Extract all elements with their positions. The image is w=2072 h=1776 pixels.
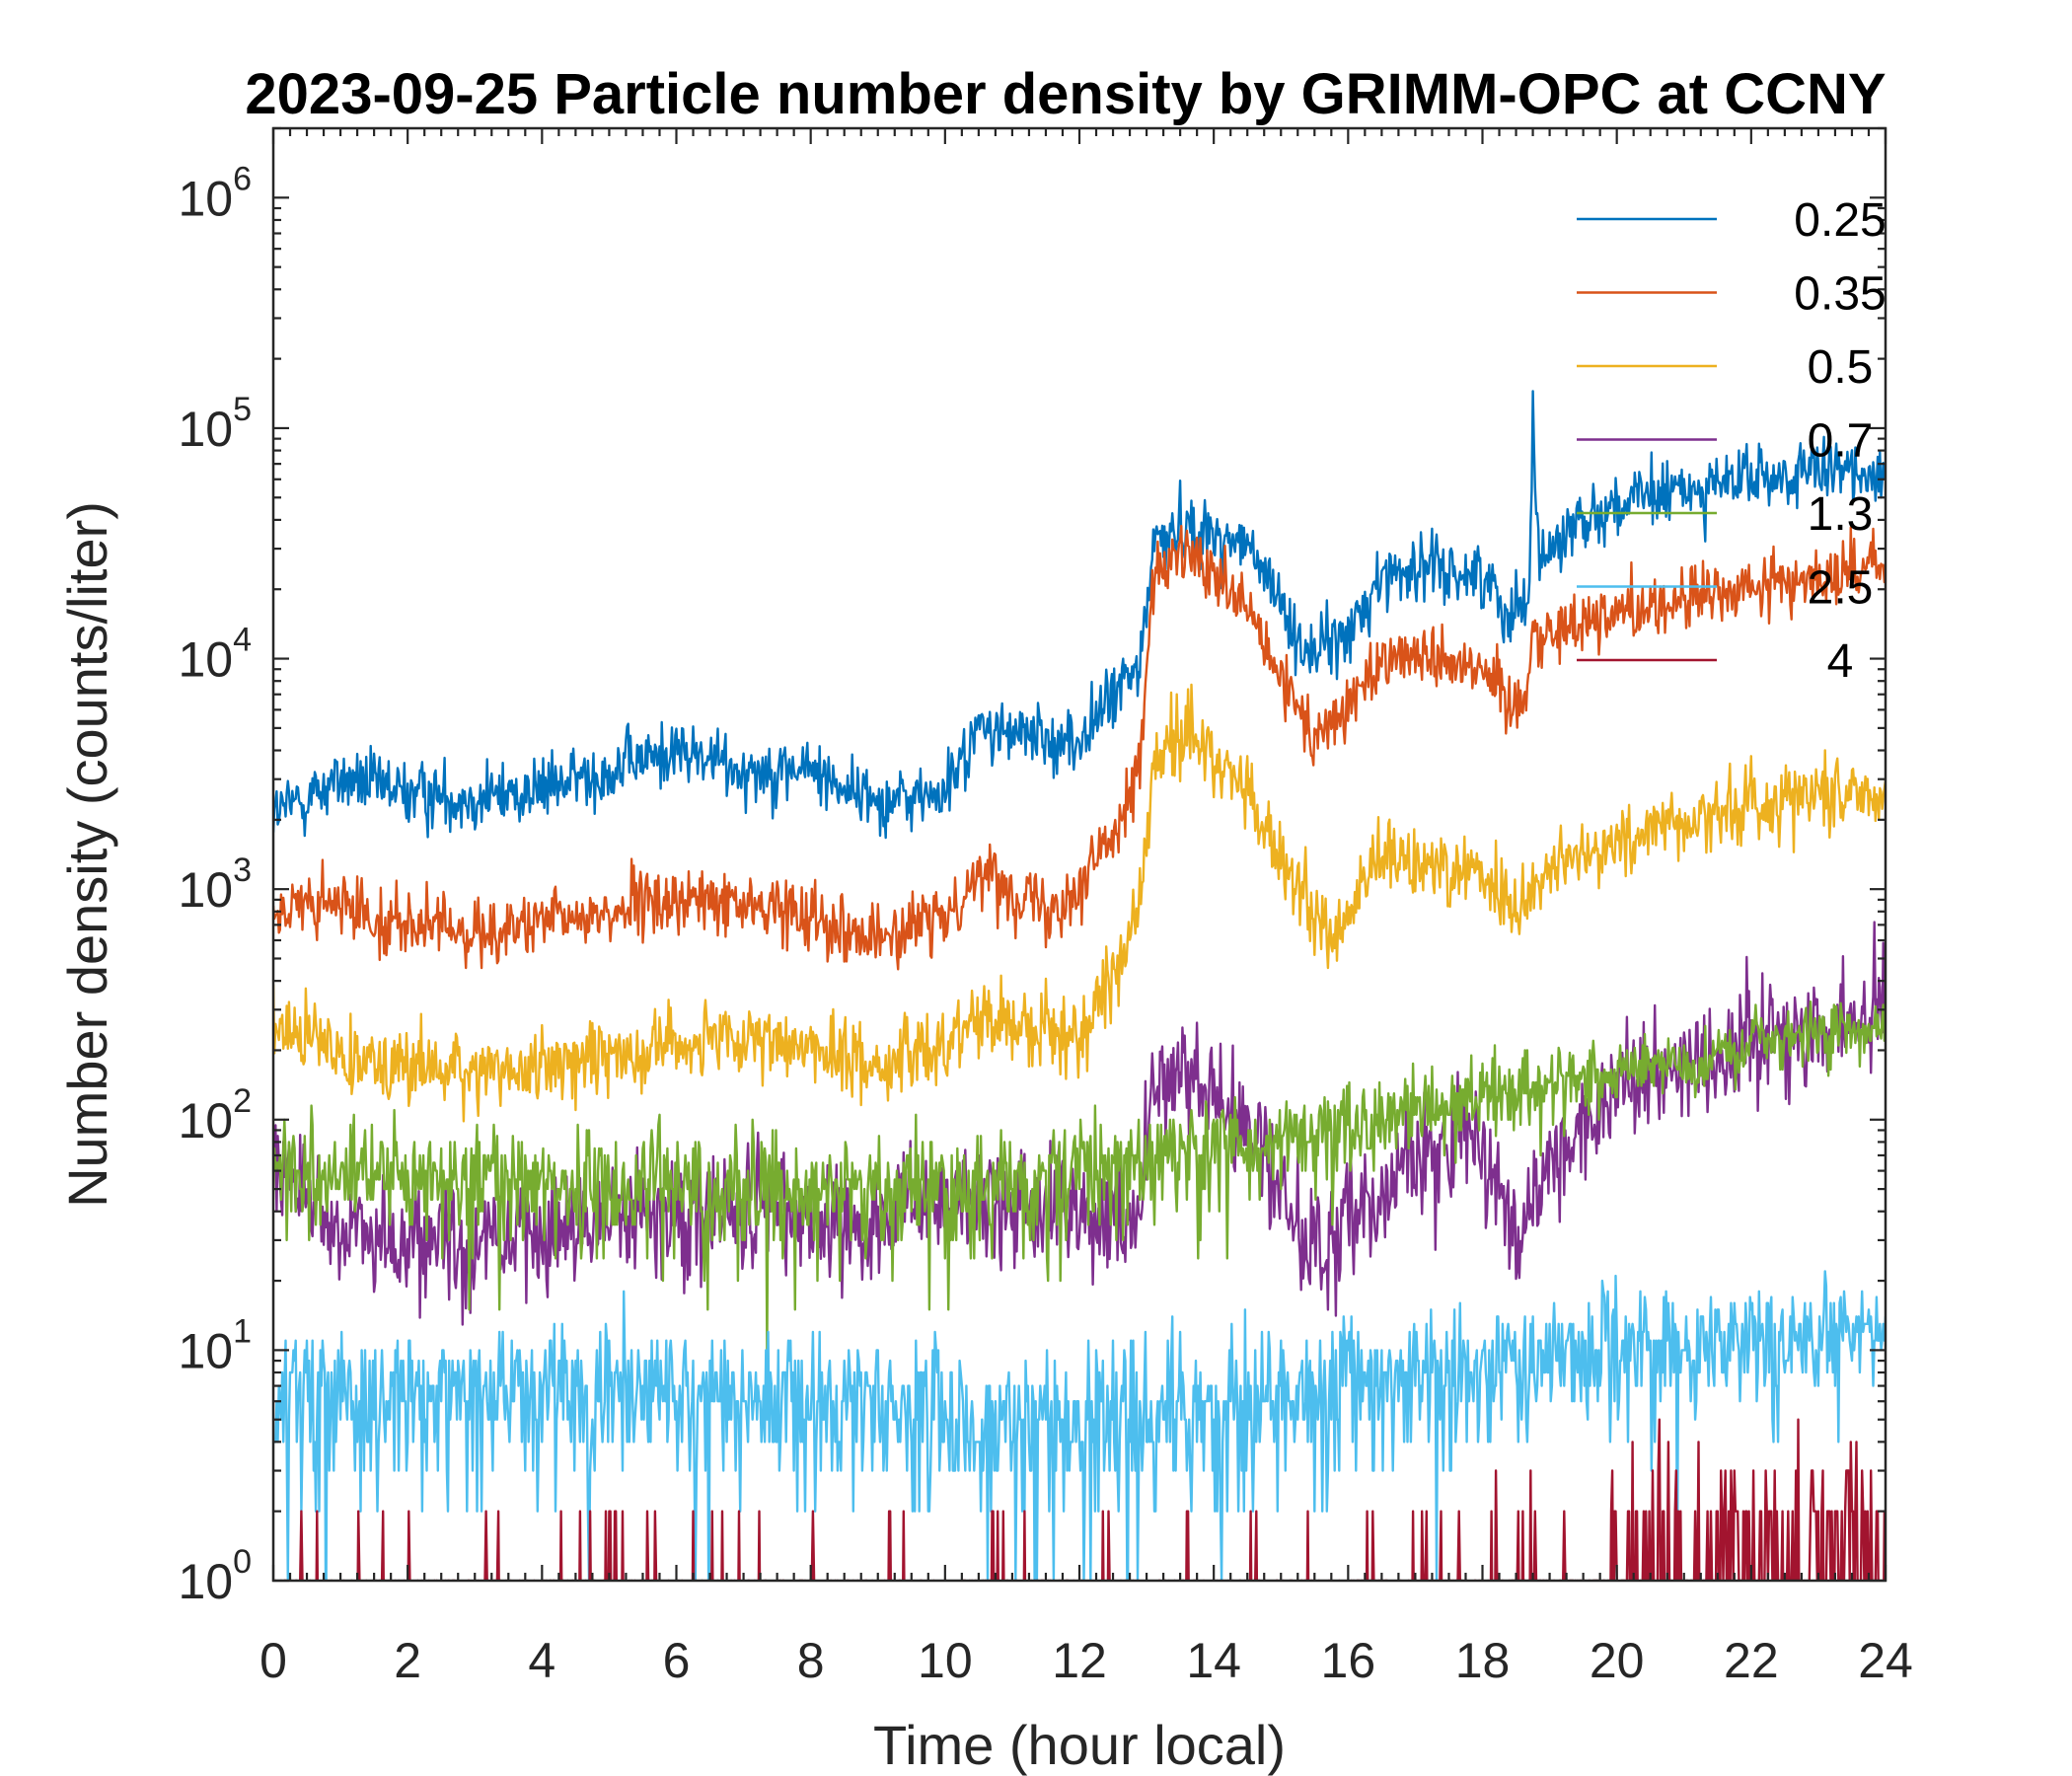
- x-tick-label: 14: [1186, 1633, 1241, 1688]
- x-tick-label: 20: [1590, 1633, 1645, 1688]
- series-line-1_3: [273, 1000, 1886, 1352]
- series-line-2_5: [273, 1270, 1886, 1581]
- x-tick-label: 2: [394, 1633, 421, 1688]
- y-tick-label: 105: [178, 391, 252, 457]
- series-line-0_35: [273, 524, 1886, 971]
- x-tick-label: 24: [1858, 1633, 1913, 1688]
- legend-label: 4: [1827, 635, 1854, 688]
- y-tick-label: 100: [178, 1543, 252, 1609]
- plot-area: [273, 390, 1886, 1581]
- x-tick-label: 0: [259, 1633, 287, 1688]
- y-tick-label: 102: [178, 1082, 252, 1148]
- tick-layer: [271, 126, 1887, 1583]
- legend-label: 0.7: [1808, 415, 1874, 468]
- x-tick-labels: 0 2 4 6 8 10 12 14 16 18 20 22 24: [259, 1633, 1913, 1688]
- y-tick-label: 106: [178, 160, 252, 226]
- y-tick-label: 104: [178, 622, 252, 688]
- legend-label: 0.5: [1808, 341, 1874, 394]
- legend-label: 0.35: [1794, 268, 1886, 321]
- x-tick-label: 22: [1724, 1633, 1779, 1688]
- legend-label: 2.5: [1808, 562, 1874, 615]
- x-tick-label: 12: [1052, 1633, 1107, 1688]
- x-tick-label: 8: [797, 1633, 825, 1688]
- legend-label: 1.3: [1808, 488, 1874, 541]
- legend: 0.25 0.35 0.5 0.7 1.3 2.5 4: [1577, 194, 1887, 688]
- y-tick-label: 103: [178, 851, 252, 918]
- chart-title: 2023-09-25 Particle number density by GR…: [245, 62, 1886, 126]
- y-tick-label: 101: [178, 1312, 252, 1378]
- x-axis-label: Time (hour local): [873, 1714, 1286, 1776]
- series-line-0_25: [273, 390, 1886, 840]
- x-tick-label: 16: [1321, 1633, 1376, 1688]
- x-tick-label: 4: [528, 1633, 555, 1688]
- x-tick-label: 10: [918, 1633, 973, 1688]
- y-tick-labels: 100 101 102 103 104 105 106: [178, 160, 252, 1609]
- y-axis-label: Number density (counts/liter): [56, 501, 118, 1208]
- legend-label: 0.25: [1794, 194, 1886, 247]
- series-line-0_5: [273, 683, 1886, 1123]
- series-layer: [273, 390, 1886, 1581]
- x-tick-label: 18: [1455, 1633, 1511, 1688]
- x-tick-label: 6: [663, 1633, 691, 1688]
